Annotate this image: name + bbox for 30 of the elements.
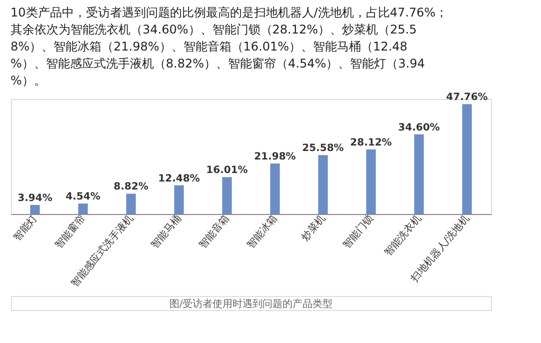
data-label: 3.94% xyxy=(18,192,52,204)
bar xyxy=(126,194,136,214)
text: 图/受访者使用时遇到问题的产品类型 xyxy=(169,298,333,310)
x-tick-label: 智能冰箱 xyxy=(244,212,280,251)
data-label: 28.12% xyxy=(350,137,392,148)
bar xyxy=(270,163,280,214)
bar xyxy=(462,104,472,214)
bar xyxy=(222,177,232,214)
data-label: 4.54% xyxy=(66,192,100,203)
bar xyxy=(414,134,424,214)
x-tick-label: 智能洗衣机 xyxy=(382,212,424,259)
bar xyxy=(30,204,40,214)
data-label: 8.82% xyxy=(114,182,148,193)
x-tick-label: 智能窗帘 xyxy=(52,212,88,251)
chart-title: 10类产品中，受访者遇到问题的比例最高的是扫地机器人/洗地机，占比47.76%；其余依次为智能洗衣机（34.60%）、智能门锁（28.12%）、炒菜机（25.58%）、智能冰箱（21.98%）、智能音箱（16.01%）、智能马桶（12.48%）、智能感应式洗手液机（8.82%）、智能窗帘（4.54%）、智能灯（3.94%）。 xyxy=(10,6,448,88)
data-label: 34.60% xyxy=(398,122,440,134)
x-tick-label: 智能马桶 xyxy=(148,212,184,251)
bar xyxy=(78,204,88,214)
x-tick-label: 炒菜机 xyxy=(299,212,328,244)
data-label: 21.98% xyxy=(254,151,296,162)
bar xyxy=(366,149,376,214)
data-label: 25.58% xyxy=(302,143,344,154)
x-tick-label: 智能灯 xyxy=(11,212,40,244)
x-tick-label: 智能音箱 xyxy=(196,212,232,251)
data-label: 12.48% xyxy=(158,173,200,184)
data-label: 16.01% xyxy=(206,165,248,176)
data-label: 47.76% xyxy=(446,92,488,104)
x-tick-label: 智能门锁 xyxy=(340,212,376,251)
bar xyxy=(174,185,184,214)
bar xyxy=(318,155,328,214)
